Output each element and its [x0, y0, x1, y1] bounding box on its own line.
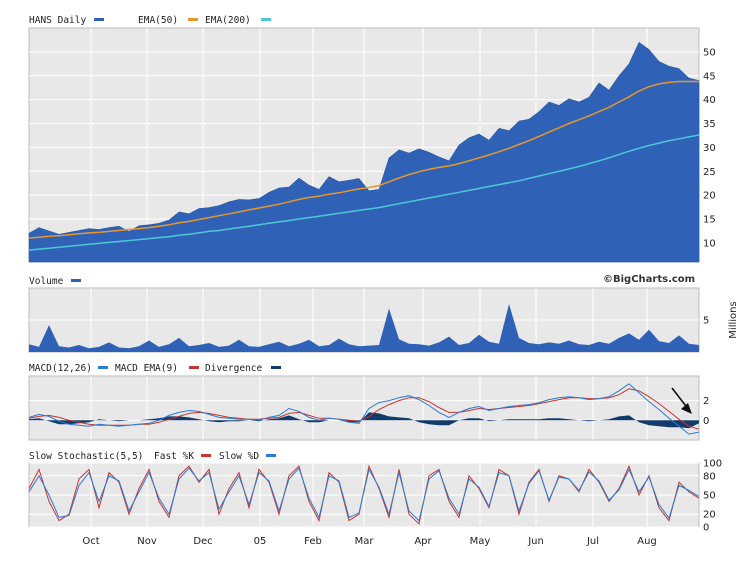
- x-tick-label: Jun: [527, 536, 544, 547]
- x-tick-label: Apr: [414, 536, 432, 547]
- y-tick-label: 10: [703, 238, 716, 249]
- y-tick-label: 15: [703, 215, 716, 226]
- y-tick-label: 0: [703, 523, 709, 534]
- legend-ema200-swatch: [261, 18, 271, 21]
- credit-text: ©BigCharts.com: [603, 274, 695, 285]
- y-tick-label: 5: [703, 316, 709, 327]
- y-tick-label: 20: [703, 191, 716, 202]
- x-tick-label: Mar: [355, 536, 375, 547]
- x-tick-label: Oct: [82, 536, 99, 547]
- legend-macd-ema-swatch: [189, 366, 199, 369]
- macd-line: [28, 383, 700, 435]
- legend-divergence-swatch: [271, 366, 281, 369]
- x-tick-label: Nov: [137, 536, 157, 547]
- legend-slow-stochastic-label: Slow Stochastic(5,5): [29, 451, 143, 462]
- legend-macd-swatch: [98, 366, 108, 369]
- y-tick-label: 80: [703, 471, 716, 482]
- x-tick-label: Dec: [193, 536, 212, 547]
- x-axis-month-labels: Oct Nov Dec 05 Feb Mar Apr May Jun Jul Aug: [82, 536, 656, 547]
- y-tick-label: 25: [703, 167, 716, 178]
- legend-hans-daily-swatch: [94, 18, 104, 21]
- ema50-line: [28, 80, 699, 239]
- y-tick-label: 35: [703, 119, 716, 130]
- ema200-line: [28, 134, 700, 251]
- stochastic-grid: [29, 462, 699, 528]
- x-tick-label: Feb: [304, 536, 322, 547]
- y-tick-label: 40: [703, 95, 716, 106]
- legend-ema50-swatch: [188, 18, 198, 21]
- legend-divergence-label: Divergence: [205, 363, 262, 374]
- y-tick-label: 20: [703, 510, 716, 521]
- volume-area-series: [29, 304, 699, 352]
- y-tick-label: 100: [703, 459, 722, 470]
- legend-slow-d-swatch: [266, 454, 276, 457]
- volume-axis-label: Millions: [728, 301, 739, 338]
- volume-panel: Volume ©BigCharts.com 5 Millions: [28, 274, 739, 353]
- macd-y-tick-labels: 02: [703, 396, 709, 427]
- price-y-tick-labels: 10 15 20 25 30 35 40 45 50: [703, 47, 716, 249]
- x-tick-label: Aug: [637, 536, 657, 547]
- annotation-arrow: [671, 387, 692, 414]
- x-tick-label: Jul: [586, 536, 599, 547]
- y-tick-label: 45: [703, 71, 716, 82]
- volume-grid: [29, 288, 699, 352]
- legend-volume-label: Volume: [29, 276, 64, 287]
- stochastic-panel: Slow Stochastic(5,5) Fast %K Slow %D 0 20…: [28, 451, 722, 534]
- legend-volume-swatch: [71, 279, 81, 282]
- stochastic-slow-d-line: [28, 467, 700, 522]
- macd-panel: MACD(12,26) MACD EMA(9) Divergence 02: [28, 363, 709, 441]
- legend-hans-daily-label: HANS Daily: [29, 15, 86, 26]
- legend-ema200-label: EMA(200): [205, 15, 251, 26]
- legend-ema50-label: EMA(50): [138, 15, 178, 26]
- legend-macd-ema-label: MACD EMA(9): [115, 363, 178, 374]
- legend-fast-k-swatch: [201, 454, 211, 457]
- legend-slow-d-label: Slow %D: [219, 451, 259, 462]
- x-tick-label: 05: [254, 536, 267, 547]
- legend-fast-k-label: Fast %K: [154, 451, 194, 462]
- volume-y-tick-labels: 5: [703, 316, 709, 327]
- y-tick-label: 30: [703, 143, 716, 154]
- y-tick-label: 50: [703, 47, 716, 58]
- y-tick-label: 50: [703, 491, 716, 502]
- y-tick-label: 0: [703, 416, 709, 427]
- price-panel: 10 15 20 25 30 35 40 45 50 HANS Daily EMA(50) EM…: [28, 15, 716, 263]
- macd-divergence-area: [29, 412, 699, 429]
- x-tick-label: May: [470, 536, 491, 547]
- y-tick-label: 2: [703, 396, 709, 407]
- price-area-series: [28, 41, 700, 263]
- legend-macd-label: MACD(12,26): [29, 363, 92, 374]
